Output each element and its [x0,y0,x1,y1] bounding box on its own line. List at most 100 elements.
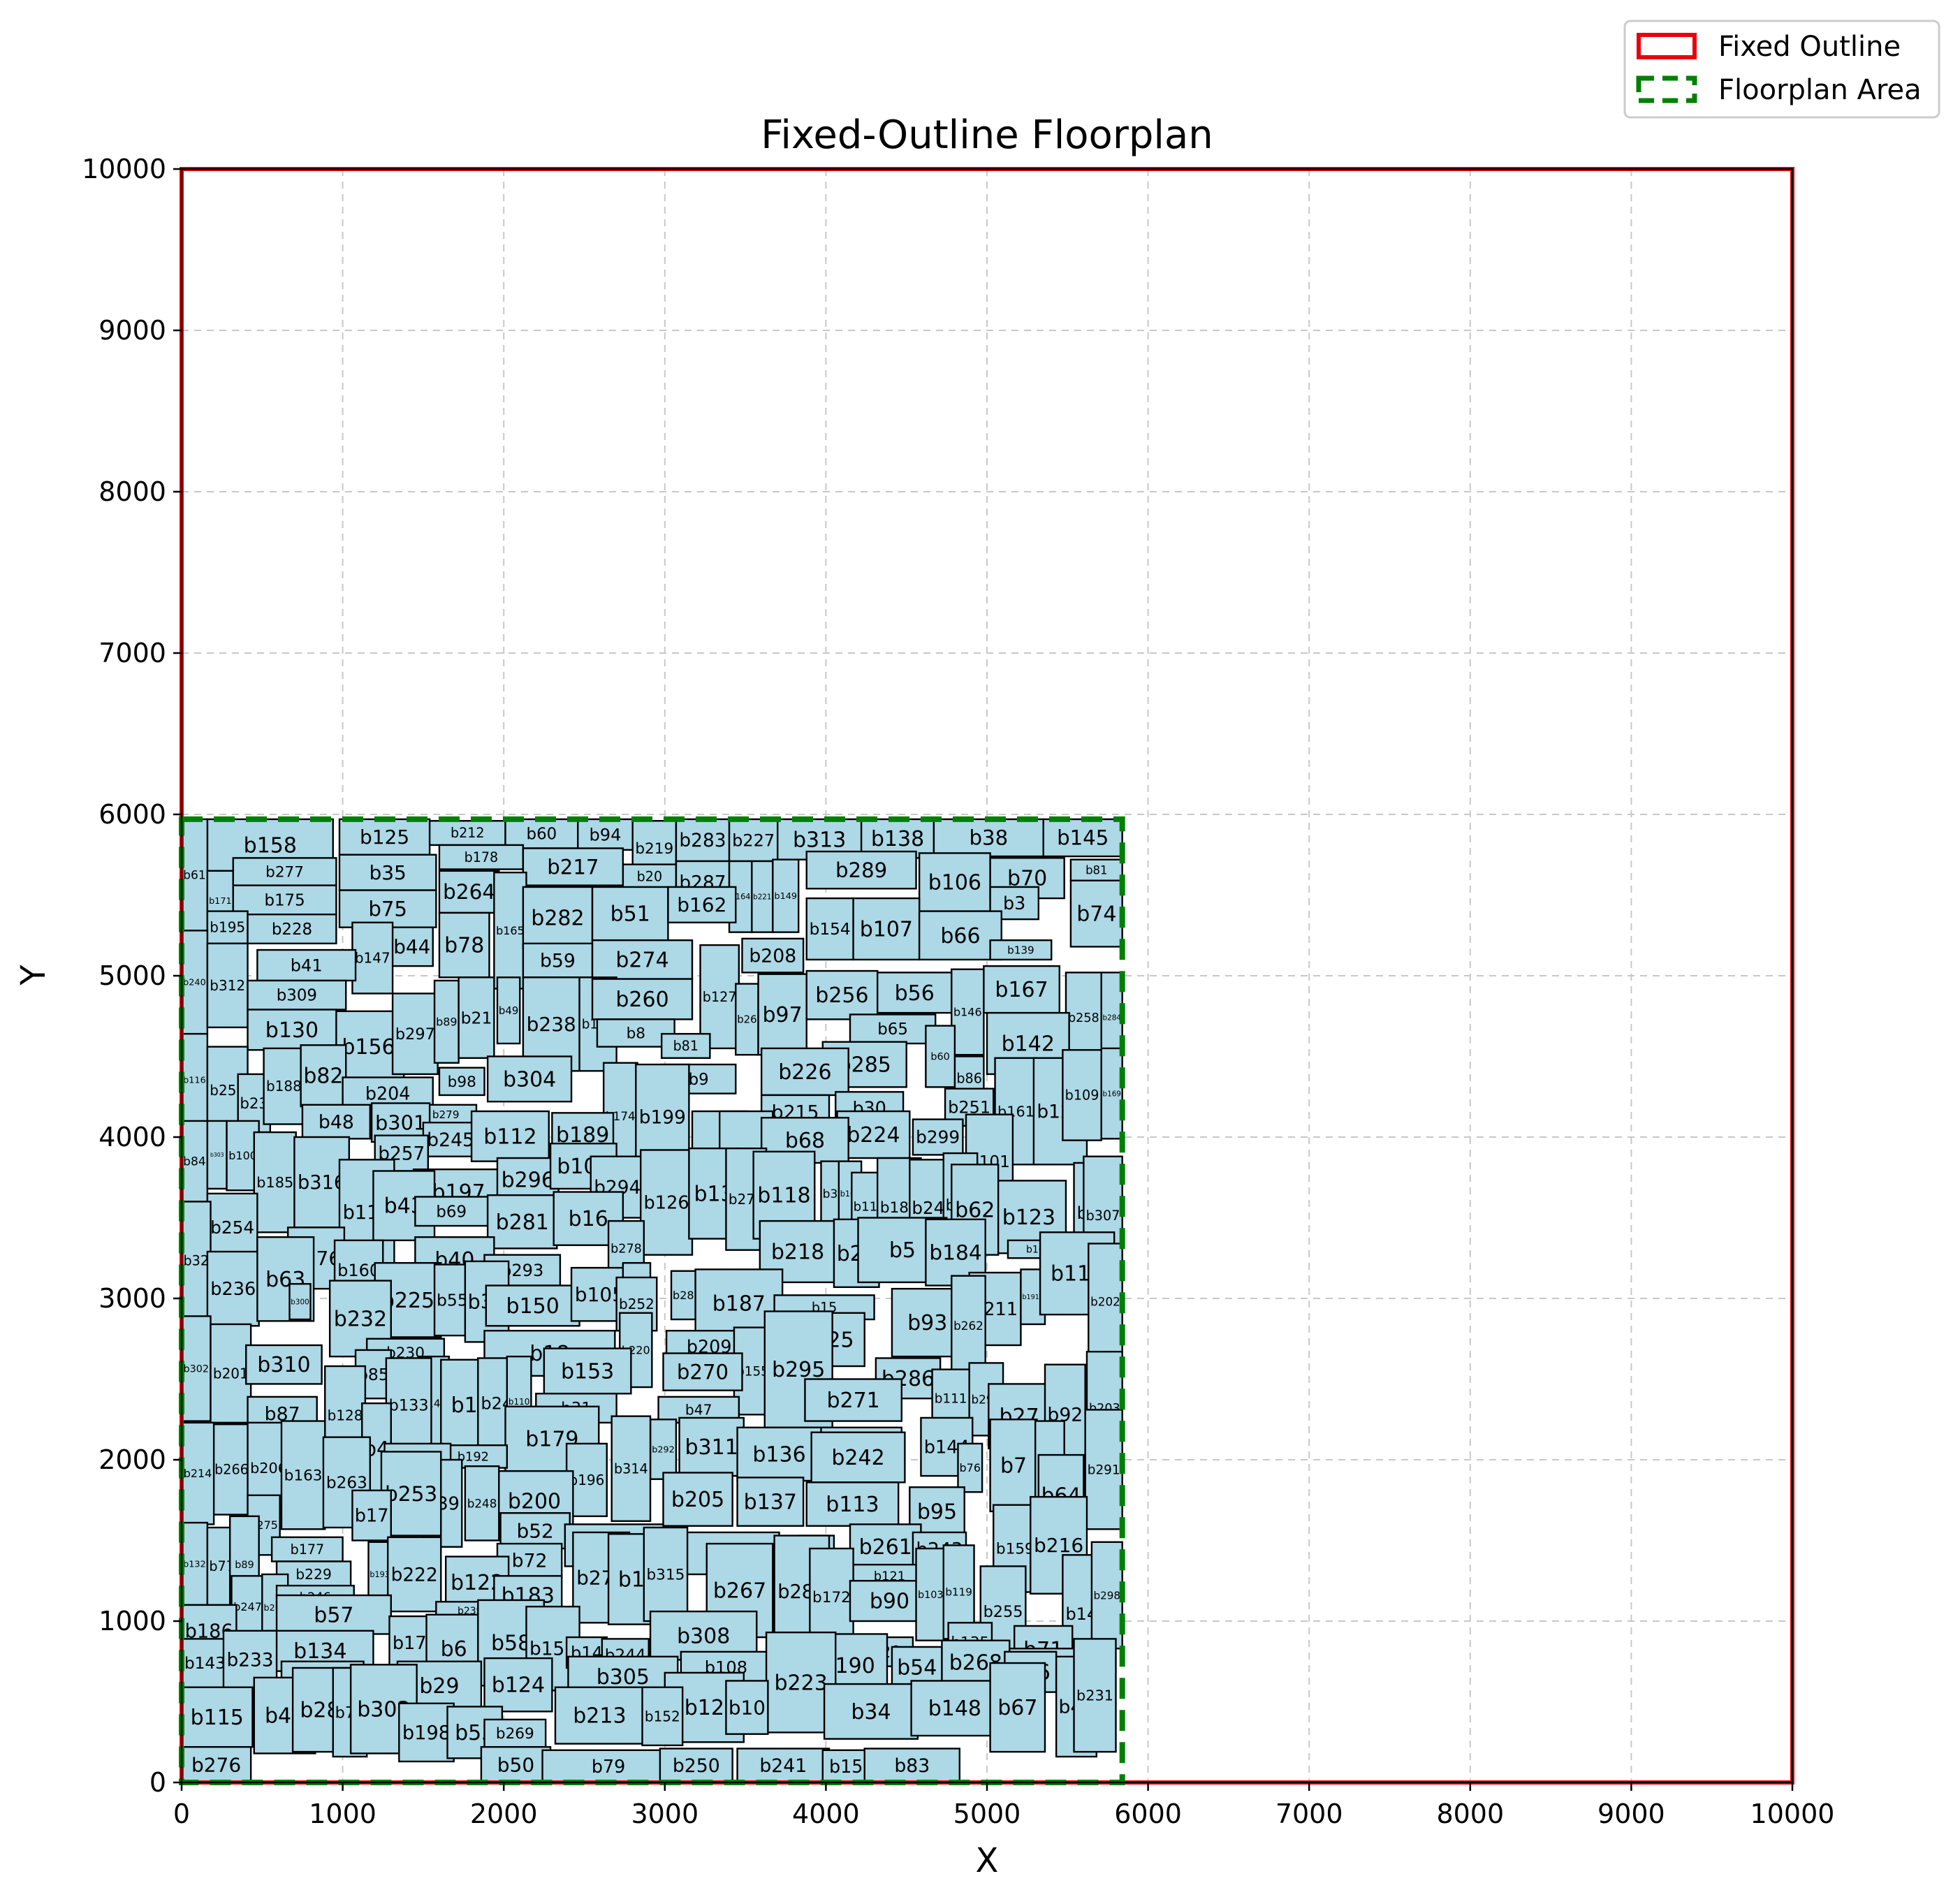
block-b314: b314 [610,1415,652,1522]
block-label: b109 [1065,1087,1099,1104]
block-label: b167 [995,978,1048,1002]
x-tick-label: 7000 [1275,1799,1343,1829]
block-label: b193 [370,1570,389,1579]
block-b51: b51 [591,886,669,942]
block-label: b128 [328,1407,363,1423]
block-label: b127 [703,989,737,1005]
block-b143: b143 [180,1638,230,1688]
block-label: b118 [757,1184,810,1208]
block-b132: b132 [180,1521,209,1606]
block-label: b89 [436,1015,458,1028]
block-b195: b195 [206,910,249,944]
block-label: b260 [615,988,668,1012]
block-label: b283 [679,830,726,851]
block-b52: b52 [499,1512,571,1550]
block-rect [288,1283,312,1321]
block-b172: b172 [809,1547,854,1646]
block-label: b55 [437,1291,468,1310]
block-label: b137 [744,1490,797,1515]
block-label: b258 [1068,1011,1099,1025]
block-rect [1084,1409,1123,1530]
block-b277: b277 [232,857,337,886]
x-tick-label: 6000 [1114,1799,1182,1829]
block-rect [591,886,669,942]
block-rect [810,1431,906,1484]
block-label: b312 [210,977,245,994]
block-rect [458,976,495,1060]
block-label: b66 [940,924,980,948]
block-label: b311 [685,1435,738,1460]
y-tick-label: 8000 [98,476,166,507]
block-label: b219 [635,840,673,858]
block-b130: b130 [247,1009,337,1051]
block-b271: b271 [804,1378,902,1422]
block-label: b276 [191,1753,241,1776]
block-label: b298 [1093,1589,1120,1602]
block-rect [809,1547,854,1646]
block-b232: b232 [328,1280,392,1358]
block-label: b148 [928,1697,981,1721]
block-rect [912,1118,964,1156]
block-label: b196 [569,1472,605,1488]
block-b112: b112 [470,1110,550,1162]
block-b35: b35 [338,854,437,891]
block-label: b86 [956,1070,982,1086]
block-label: b21 [461,1008,492,1027]
block-rect [553,1191,624,1246]
block-rect [247,1009,337,1051]
block-rect [989,886,1039,921]
block-label: b124 [492,1673,545,1698]
block-b94: b94 [577,818,634,851]
block-rect [591,978,694,1020]
block-label: b233 [226,1650,273,1671]
block-label: b310 [257,1353,310,1377]
block-b137: b137 [736,1477,805,1527]
legend: Fixed Outline Floorplan Area [1623,20,1940,119]
y-tick-label: 5000 [98,960,166,991]
block-label: b255 [983,1603,1023,1621]
block-b63: b63 [256,1236,315,1322]
block-b20: b20 [622,863,678,890]
block-label: b270 [677,1360,729,1384]
block-rect [640,1149,694,1256]
block-b89: b89 [433,979,460,1064]
block-label: b35 [369,861,406,884]
block-rect [725,1680,769,1735]
block-label: b83 [894,1755,930,1777]
block-b16: b16 [553,1191,624,1246]
block-b74: b74 [1069,879,1123,948]
block-label: b188 [266,1078,302,1094]
block-b81: b81 [1069,858,1123,881]
block-rect [772,858,800,933]
block-b82: b82 [300,1044,347,1108]
block-label: b8 [627,1025,645,1043]
block-label: b299 [916,1127,960,1148]
block-label: b300 [291,1298,309,1306]
block-b60b: b60 [925,1025,956,1088]
block-rect [951,968,985,1056]
block-rect [206,1192,258,1263]
block-b281: b281 [486,1194,558,1250]
block-label: b262 [953,1319,983,1333]
block-b292: b292 [649,1419,678,1480]
block-label: b143 [184,1654,226,1673]
block-label: b17 [355,1506,389,1527]
block-b308: b308 [649,1610,758,1661]
block-label: b175 [264,891,305,909]
block-label: b111 [935,1392,967,1407]
block-b109: b109 [1062,1049,1102,1141]
block-b228: b228 [247,914,337,944]
block-label: b224 [847,1123,900,1148]
block-label: b302 [183,1364,209,1375]
block-label: b279 [432,1108,460,1121]
block-b298: b298 [1090,1541,1123,1650]
block-label: b195 [210,919,245,936]
block-label: b200 [508,1489,561,1514]
block-b198: b198 [398,1702,455,1763]
block-b60: b60 [504,818,579,849]
chart-title: Fixed-Outline Floorplan [761,112,1213,158]
block-b162: b162 [667,886,737,923]
x-tick-label: 9000 [1597,1799,1665,1829]
block-label: b130 [265,1018,319,1043]
block-rect [1069,858,1123,881]
